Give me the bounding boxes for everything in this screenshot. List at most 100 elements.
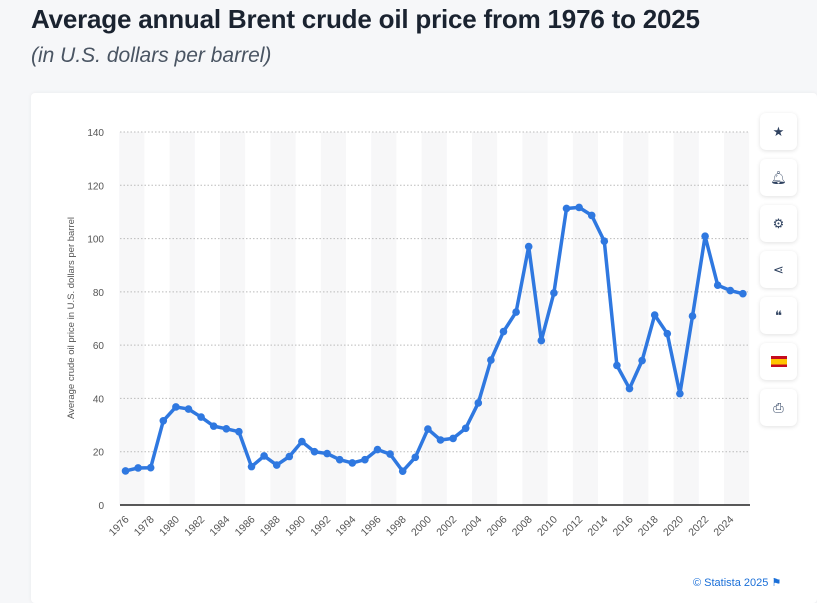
data-point[interactable] bbox=[726, 286, 735, 295]
y-tick-label: 40 bbox=[93, 394, 105, 405]
spain-flag-icon bbox=[770, 356, 787, 367]
data-point[interactable] bbox=[739, 289, 747, 298]
data-point[interactable] bbox=[676, 389, 684, 398]
data-point[interactable] bbox=[424, 425, 432, 433]
data-point[interactable] bbox=[474, 399, 483, 407]
data-point[interactable] bbox=[285, 452, 294, 461]
data-point[interactable] bbox=[650, 311, 659, 319]
star-icon: ★ bbox=[772, 123, 785, 139]
data-point[interactable] bbox=[638, 356, 646, 365]
data-point[interactable] bbox=[348, 459, 357, 467]
data-point[interactable] bbox=[310, 447, 319, 456]
data-point[interactable] bbox=[701, 232, 709, 240]
x-tick-label: 1980 bbox=[157, 514, 182, 539]
share-button[interactable]: ⋖ bbox=[760, 251, 797, 288]
data-point[interactable] bbox=[235, 427, 243, 436]
data-point[interactable] bbox=[411, 453, 420, 462]
column-band bbox=[724, 132, 750, 505]
data-point[interactable] bbox=[713, 281, 722, 289]
bell-button[interactable]: 🔔︎ bbox=[760, 159, 797, 196]
print-button[interactable]: ⎙ bbox=[760, 389, 797, 426]
y-tick-label: 60 bbox=[93, 341, 105, 352]
data-point[interactable] bbox=[222, 425, 231, 433]
data-point[interactable] bbox=[247, 462, 256, 471]
data-point[interactable] bbox=[398, 467, 407, 475]
x-tick-label: 2020 bbox=[661, 514, 686, 539]
gear-icon: ⚙ bbox=[772, 215, 785, 231]
page-title: Average annual Brent crude oil price fro… bbox=[31, 4, 700, 34]
share-icon: ⋖ bbox=[773, 261, 784, 277]
x-tick-label: 2008 bbox=[510, 514, 535, 539]
data-point[interactable] bbox=[487, 356, 495, 364]
x-tick-label: 2000 bbox=[409, 514, 434, 539]
y-tick-label: 80 bbox=[93, 288, 105, 299]
statista-credit[interactable]: © Statista 2025 ⚑ bbox=[693, 576, 781, 589]
x-tick-label: 1994 bbox=[333, 514, 358, 539]
data-point[interactable] bbox=[159, 417, 168, 425]
x-tick-label: 2022 bbox=[686, 514, 711, 539]
x-tick-label: 2018 bbox=[636, 514, 661, 539]
data-point[interactable] bbox=[625, 384, 634, 393]
data-point[interactable] bbox=[550, 289, 558, 297]
data-point[interactable] bbox=[461, 424, 470, 433]
data-point[interactable] bbox=[524, 242, 533, 251]
data-point[interactable] bbox=[537, 336, 546, 345]
x-tick-label: 1976 bbox=[107, 514, 132, 539]
data-point[interactable] bbox=[184, 405, 193, 413]
y-tick-label: 120 bbox=[87, 181, 104, 192]
data-point[interactable] bbox=[436, 436, 445, 444]
data-point[interactable] bbox=[134, 464, 142, 472]
data-point[interactable] bbox=[499, 327, 508, 336]
x-tick-label: 2006 bbox=[485, 514, 510, 539]
x-tick-label: 2016 bbox=[611, 514, 636, 539]
quote-icon: ❝ bbox=[775, 307, 782, 323]
column-band bbox=[270, 132, 296, 505]
data-point[interactable] bbox=[600, 237, 609, 246]
quote-button[interactable]: ❝ bbox=[760, 297, 797, 334]
data-point[interactable] bbox=[121, 467, 130, 475]
data-point[interactable] bbox=[298, 437, 306, 446]
data-point[interactable] bbox=[613, 361, 621, 370]
y-axis-label: Average crude oil price in U.S. dollars … bbox=[66, 217, 77, 419]
x-tick-label: 1986 bbox=[233, 514, 258, 539]
data-point[interactable] bbox=[386, 450, 394, 458]
gear-button[interactable]: ⚙ bbox=[760, 205, 797, 242]
x-tick-label: 1998 bbox=[384, 514, 409, 539]
data-point[interactable] bbox=[663, 329, 672, 338]
credit-text: © Statista 2025 bbox=[693, 577, 769, 589]
data-point[interactable] bbox=[272, 461, 281, 469]
data-point[interactable] bbox=[575, 203, 583, 212]
column-band bbox=[169, 132, 195, 505]
bell-icon: 🔔︎ bbox=[770, 169, 787, 185]
spain-flag-button[interactable] bbox=[760, 343, 797, 380]
data-point[interactable] bbox=[562, 204, 571, 213]
x-tick-label: 2012 bbox=[560, 514, 585, 539]
data-point[interactable] bbox=[373, 445, 382, 454]
column-band bbox=[371, 132, 397, 505]
y-tick-label: 140 bbox=[87, 128, 104, 139]
data-point[interactable] bbox=[172, 403, 180, 411]
data-point[interactable] bbox=[197, 413, 205, 421]
x-tick-label: 1990 bbox=[283, 514, 308, 539]
data-point[interactable] bbox=[323, 449, 331, 458]
x-tick-label: 1996 bbox=[359, 514, 384, 539]
x-tick-label: 1982 bbox=[182, 514, 207, 539]
y-tick-label: 100 bbox=[87, 235, 104, 246]
data-point[interactable] bbox=[587, 211, 596, 220]
data-point[interactable] bbox=[209, 422, 218, 430]
data-point[interactable] bbox=[512, 308, 520, 316]
y-tick-label: 0 bbox=[98, 501, 104, 512]
y-tick-label: 20 bbox=[93, 448, 105, 459]
data-point[interactable] bbox=[688, 312, 697, 320]
column-band bbox=[472, 132, 498, 505]
column-band bbox=[572, 132, 598, 505]
data-point[interactable] bbox=[146, 463, 155, 472]
star-button[interactable]: ★ bbox=[760, 113, 797, 150]
data-point[interactable] bbox=[449, 434, 457, 443]
data-point[interactable] bbox=[260, 452, 268, 460]
data-point[interactable] bbox=[361, 455, 369, 464]
data-point[interactable] bbox=[335, 455, 344, 464]
x-tick-label: 1992 bbox=[308, 514, 333, 539]
page-subtitle: (in U.S. dollars per barrel) bbox=[31, 44, 272, 67]
